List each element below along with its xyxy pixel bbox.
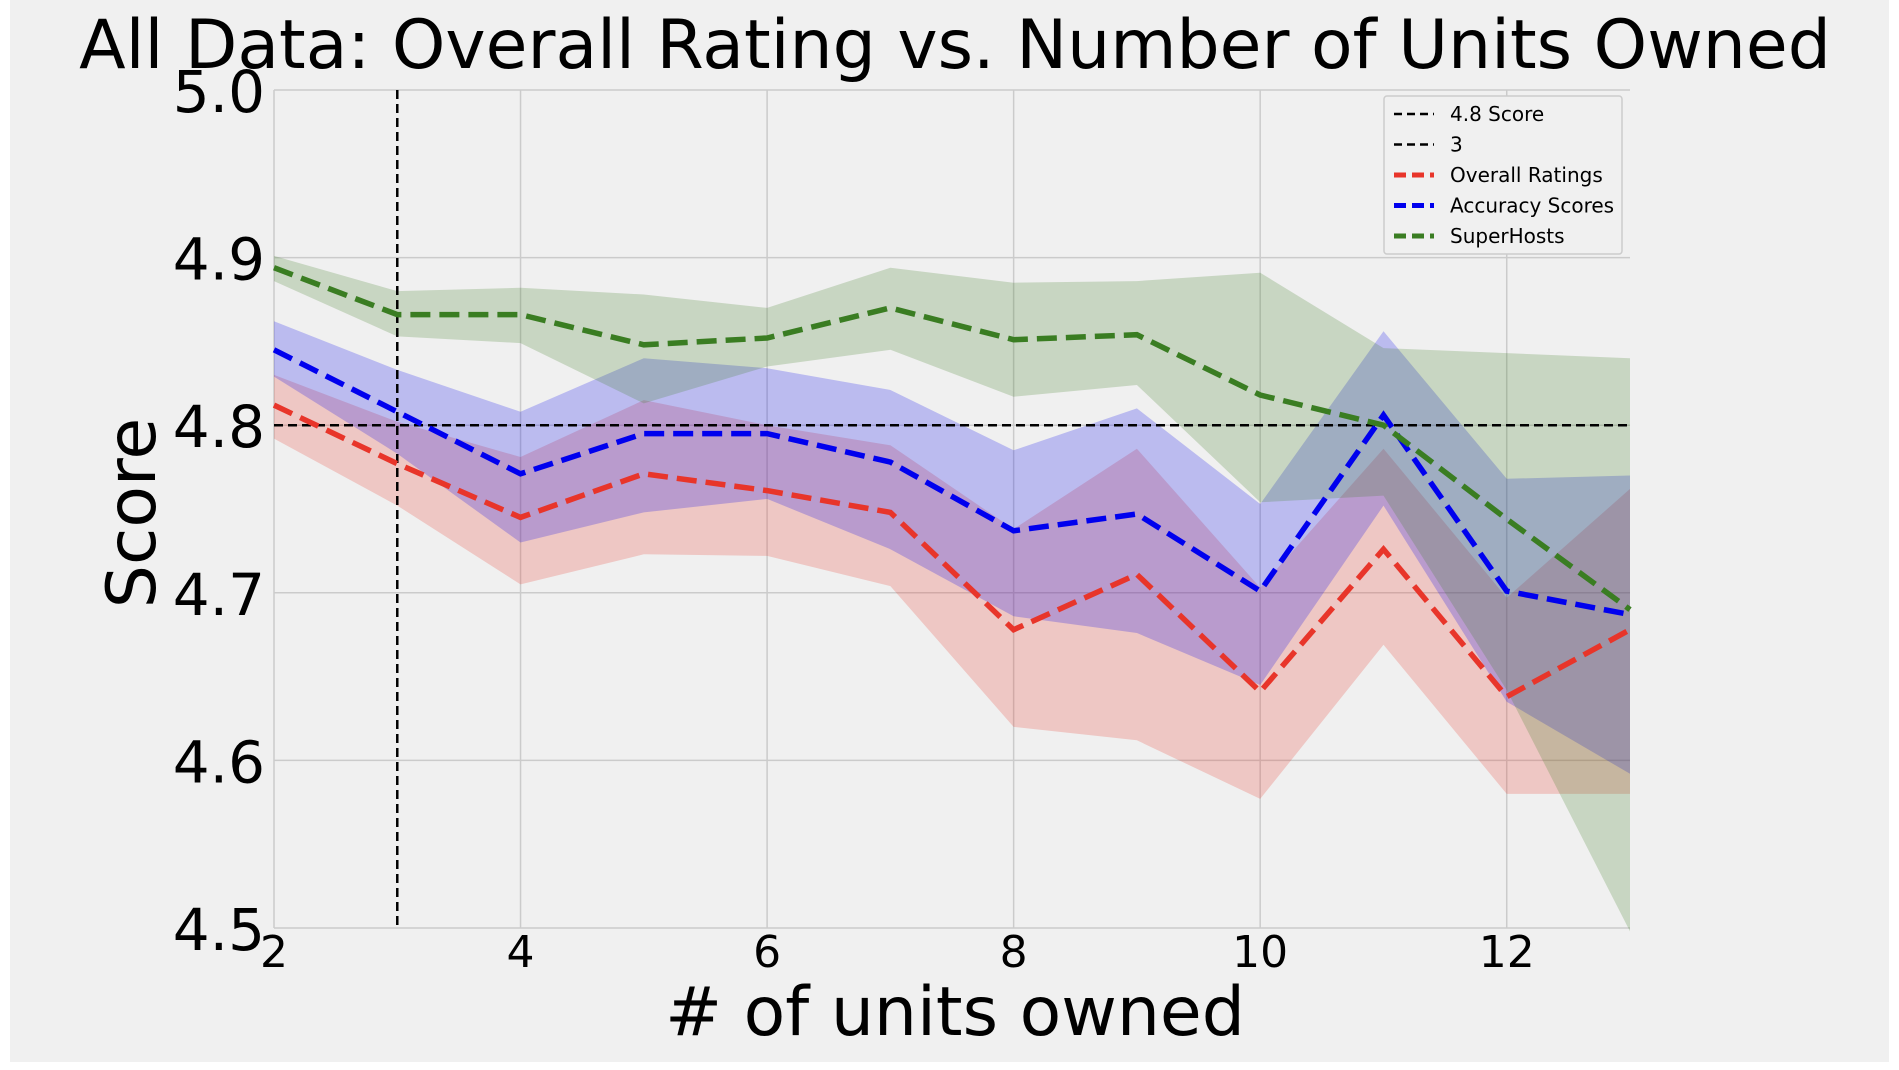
x-tick-label: 10 bbox=[1232, 927, 1288, 978]
legend-items: 4.8 Score 3 Overall Ratings Accuracy Scores… bbox=[1394, 102, 1614, 248]
x-tick-labels: 2 4 6 8 10 12 bbox=[260, 927, 1535, 978]
series-line bbox=[272, 347, 1631, 618]
legend-label: 4.8 Score bbox=[1450, 102, 1544, 126]
legend-box bbox=[1383, 95, 1623, 255]
x-tick-label: 12 bbox=[1479, 927, 1535, 978]
y-axis-label: Score bbox=[93, 418, 172, 608]
reference-lines bbox=[274, 90, 1630, 928]
y-tick-label: 4.9 bbox=[173, 226, 265, 294]
legend: 4.8 Score 3 Overall Ratings Accuracy Scores… bbox=[1383, 95, 1623, 255]
y-tick-label: 4.5 bbox=[173, 896, 265, 964]
y-tick-label: 5.0 bbox=[173, 58, 265, 126]
confidence-band bbox=[274, 321, 1630, 774]
y-tick-label: 4.7 bbox=[173, 561, 265, 629]
x-tick-label: 8 bbox=[1000, 927, 1028, 978]
confidence-band bbox=[274, 374, 1630, 799]
y-tick-label: 4.6 bbox=[173, 728, 265, 796]
legend-label: Accuracy Scores bbox=[1450, 194, 1614, 218]
chart-title: All Data: Overall Rating vs. Number of U… bbox=[79, 6, 1831, 85]
y-tick-label: 4.8 bbox=[173, 393, 265, 461]
legend-label: SuperHosts bbox=[1450, 224, 1565, 248]
legend-label: 3 bbox=[1450, 133, 1463, 157]
series-lines bbox=[272, 265, 1632, 701]
series-line bbox=[272, 402, 1632, 701]
x-tick-label: 2 bbox=[260, 927, 288, 978]
y-tick-labels: 4.5 4.6 4.7 4.8 4.9 5.0 bbox=[173, 58, 265, 964]
x-tick-label: 4 bbox=[507, 927, 535, 978]
x-tick-label: 6 bbox=[753, 927, 781, 978]
series-line bbox=[273, 265, 1632, 612]
legend-label: Overall Ratings bbox=[1450, 163, 1603, 187]
x-axis-label: # of units owned bbox=[665, 973, 1245, 1052]
